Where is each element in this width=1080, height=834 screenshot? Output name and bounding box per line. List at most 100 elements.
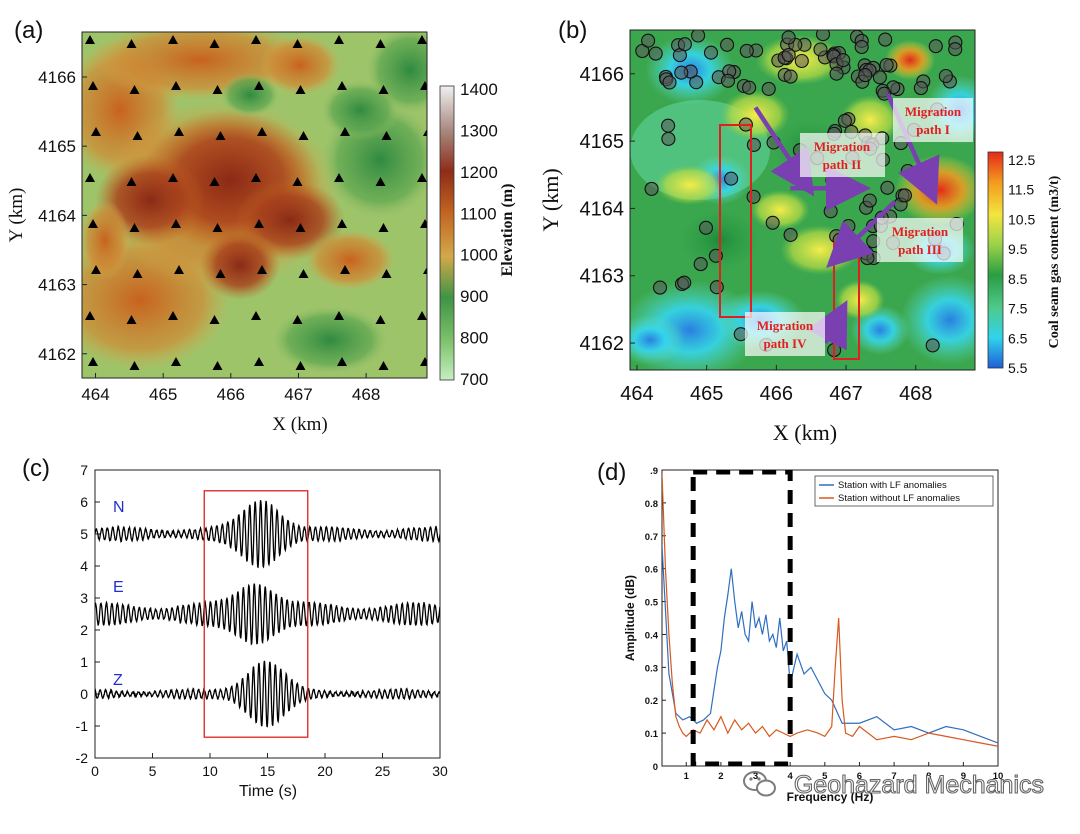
event-marker <box>783 69 798 84</box>
x-tick-label: 5 <box>822 771 828 782</box>
station-marker <box>417 35 427 44</box>
station-marker <box>129 223 140 232</box>
event-marker <box>746 137 761 152</box>
colorbar-tick-label: 1400 <box>460 80 498 99</box>
station-marker <box>251 173 261 182</box>
y-tick-label: 4 <box>80 558 88 574</box>
panel-a-colorbar-label: Elevation (m) <box>499 184 516 277</box>
station-marker <box>337 219 347 228</box>
panel-b-ylabel: Y (km) <box>538 168 563 231</box>
event-marker <box>823 204 838 219</box>
station-marker <box>88 357 98 366</box>
event-marker <box>862 193 877 208</box>
x-tick-label: 6 <box>857 771 862 782</box>
x-tick-label: 466 <box>217 385 245 404</box>
y-tick-label: 4162 <box>580 333 625 355</box>
station-marker <box>375 39 386 48</box>
station-marker <box>129 361 140 370</box>
event-marker <box>720 73 736 88</box>
x-tick-label: 20 <box>317 763 333 779</box>
colorbar-tick-label: 11.5 <box>1008 182 1034 198</box>
event-marker <box>900 163 915 179</box>
y-tick-label: 0.6 <box>645 565 658 576</box>
event-marker <box>662 75 677 90</box>
station-marker <box>298 131 309 140</box>
event-marker <box>938 68 953 84</box>
event-marker <box>698 220 714 235</box>
svg-text:Migration: Migration <box>892 224 949 239</box>
y-tick-label: 4165 <box>580 131 625 153</box>
station-marker <box>132 131 143 140</box>
station-marker <box>298 269 309 278</box>
station-marker <box>91 265 101 274</box>
event-marker <box>703 45 719 60</box>
station-marker <box>251 311 261 320</box>
migration-label-2: Migration path II <box>800 133 885 177</box>
x-tick-label: 4 <box>788 771 794 782</box>
y-tick-label: 0.8 <box>645 499 658 510</box>
y-tick-label: 4162 <box>38 345 76 364</box>
station-triangles <box>85 35 427 370</box>
event-marker <box>709 280 724 295</box>
station-marker <box>212 223 223 232</box>
panel-c-label: (c) <box>22 455 50 482</box>
y-tick-label: 0 <box>80 686 88 702</box>
panel-d-legend: Station with LF anomalies Station withou… <box>814 475 994 507</box>
panel-a-xlabel: X (km) <box>272 414 327 435</box>
panel-b-frame <box>629 29 976 371</box>
event-marker <box>661 118 676 133</box>
y-tick-label: 0.2 <box>645 696 658 707</box>
panel-c-xlabel: Time (s) <box>239 783 297 800</box>
station-marker <box>257 265 267 274</box>
event-marker <box>872 70 887 85</box>
event-marker <box>913 81 928 96</box>
colorbar-tick-label: 6.5 <box>1008 330 1028 346</box>
station-marker <box>174 127 184 136</box>
station-marker <box>337 357 347 366</box>
colorbar-tick-label: 5.5 <box>1008 360 1028 376</box>
station-marker <box>423 128 427 136</box>
x-tick-label: 2 <box>718 771 723 782</box>
y-tick-label: -1 <box>76 718 89 734</box>
x-tick-label: 3 <box>753 771 758 782</box>
svg-text:path IV: path IV <box>764 336 808 351</box>
panel-d-label: (d) <box>597 459 626 486</box>
event-marker <box>781 30 796 45</box>
station-marker <box>381 269 392 278</box>
x-tick-label: 30 <box>432 763 448 779</box>
svg-text:path II: path II <box>823 157 862 172</box>
event-marker <box>832 232 847 247</box>
station-marker <box>88 219 98 228</box>
event-marker <box>925 338 940 353</box>
y-tick-label: 2 <box>80 622 88 638</box>
x-tick-label: 8 <box>926 771 931 782</box>
x-tick-label: 10 <box>993 771 1004 782</box>
svg-text:path I: path I <box>916 122 950 137</box>
station-marker <box>340 265 350 274</box>
trace-label-e: E <box>113 579 124 596</box>
event-marker <box>648 46 663 61</box>
event-marker <box>742 80 757 95</box>
x-tick-label: 464 <box>620 383 653 405</box>
series-without-lf <box>662 473 998 747</box>
station-marker <box>334 35 344 44</box>
station-marker <box>292 315 303 324</box>
panel-b-label: (b) <box>558 17 587 44</box>
station-marker <box>420 219 427 228</box>
migration-arrow <box>806 300 848 351</box>
station-marker <box>334 173 344 182</box>
series-with-lf <box>662 545 998 744</box>
station-marker <box>254 219 264 228</box>
event-marker <box>841 219 856 234</box>
event-marker <box>860 251 875 266</box>
colorbar-tick-label: 7.5 <box>1008 301 1028 317</box>
y-tick-label: 4166 <box>580 64 625 86</box>
colorbar-tick-label: 12.5 <box>1008 152 1035 168</box>
panel-d-lines <box>662 470 998 766</box>
station-marker <box>215 269 226 278</box>
wechat-icon <box>743 771 776 797</box>
station-marker <box>381 131 392 140</box>
highlight-rect-west <box>719 124 752 318</box>
